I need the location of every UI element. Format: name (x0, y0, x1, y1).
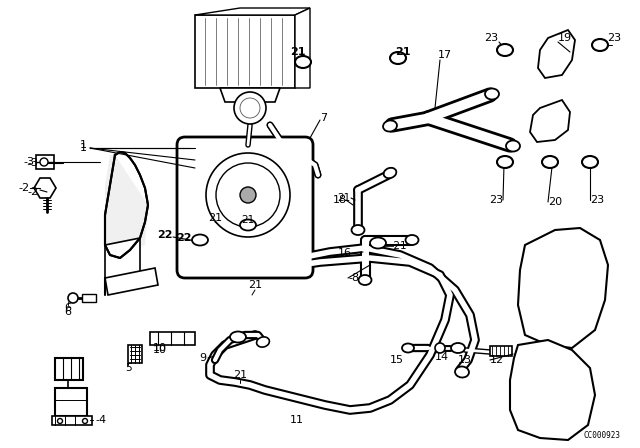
Ellipse shape (383, 168, 396, 178)
Text: 19: 19 (558, 33, 572, 43)
Text: -2: -2 (19, 183, 30, 193)
Ellipse shape (402, 344, 414, 353)
Text: 23: 23 (489, 195, 503, 205)
Bar (128, 345, 142, 363)
Text: 18: 18 (333, 195, 347, 205)
Text: 1: 1 (80, 140, 87, 150)
Text: 20: 20 (548, 197, 562, 207)
Text: 15: 15 (390, 355, 404, 365)
Ellipse shape (257, 337, 269, 347)
Ellipse shape (192, 234, 208, 246)
Text: 11: 11 (290, 415, 304, 425)
Polygon shape (52, 416, 92, 425)
Text: 6: 6 (65, 303, 72, 313)
Text: 21: 21 (290, 47, 305, 57)
Circle shape (234, 92, 266, 124)
Polygon shape (518, 228, 608, 348)
Text: 22: 22 (177, 233, 192, 243)
Ellipse shape (351, 225, 365, 235)
Ellipse shape (592, 39, 608, 51)
Circle shape (68, 293, 78, 303)
Text: 21: 21 (233, 370, 247, 380)
Circle shape (435, 343, 445, 353)
Text: 7: 7 (320, 113, 327, 123)
Text: 13: 13 (458, 355, 472, 365)
Text: 12: 12 (490, 355, 504, 365)
Polygon shape (530, 100, 570, 142)
Text: 21: 21 (395, 47, 410, 57)
FancyBboxPatch shape (177, 137, 313, 278)
Text: 21: 21 (248, 280, 262, 290)
Text: 10: 10 (153, 343, 167, 353)
Text: -8: -8 (348, 273, 359, 283)
Ellipse shape (506, 141, 520, 151)
Ellipse shape (383, 121, 397, 132)
Ellipse shape (485, 89, 499, 99)
Text: 21: 21 (241, 215, 255, 225)
Ellipse shape (497, 44, 513, 56)
Polygon shape (105, 155, 148, 255)
Bar (55, 388, 87, 416)
Polygon shape (538, 30, 575, 78)
Text: 23: 23 (607, 33, 621, 43)
Text: 16: 16 (338, 248, 352, 258)
Circle shape (58, 418, 63, 423)
Ellipse shape (406, 235, 419, 245)
Polygon shape (195, 15, 295, 88)
Text: -2: -2 (27, 187, 38, 197)
Text: 21: 21 (337, 193, 350, 203)
Text: 14: 14 (435, 352, 449, 362)
Text: 6: 6 (65, 307, 72, 317)
Polygon shape (220, 88, 280, 102)
Text: -3: -3 (27, 158, 38, 168)
Polygon shape (195, 8, 310, 15)
Ellipse shape (358, 275, 371, 285)
Bar (490, 346, 512, 356)
Circle shape (216, 163, 280, 227)
Text: -4: -4 (95, 415, 106, 425)
Ellipse shape (240, 220, 256, 231)
Bar (55, 358, 83, 380)
Ellipse shape (295, 56, 311, 68)
Bar (82, 294, 96, 302)
Polygon shape (150, 332, 195, 345)
Text: -3: -3 (23, 157, 34, 167)
Ellipse shape (582, 156, 598, 168)
Circle shape (206, 153, 290, 237)
Polygon shape (105, 268, 158, 295)
Text: 10: 10 (153, 345, 167, 355)
Text: 9: 9 (199, 353, 206, 363)
Text: —21: —21 (384, 241, 408, 251)
Text: 23: 23 (590, 195, 604, 205)
Circle shape (40, 158, 48, 166)
Text: 21: 21 (208, 213, 222, 223)
Text: 1: 1 (80, 143, 87, 153)
Text: 22: 22 (157, 230, 173, 240)
Circle shape (83, 418, 88, 423)
Ellipse shape (230, 332, 246, 343)
Polygon shape (105, 238, 140, 280)
Ellipse shape (370, 237, 386, 249)
Ellipse shape (390, 52, 406, 64)
Polygon shape (34, 178, 56, 198)
Text: 23: 23 (484, 33, 498, 43)
Ellipse shape (542, 156, 558, 168)
Text: CC000923: CC000923 (583, 431, 620, 440)
Text: 5: 5 (125, 363, 131, 373)
Ellipse shape (497, 156, 513, 168)
Ellipse shape (455, 366, 469, 378)
Bar (36, 155, 54, 169)
Text: 17: 17 (438, 50, 452, 60)
Circle shape (240, 187, 256, 203)
Ellipse shape (451, 343, 465, 353)
Polygon shape (295, 8, 310, 88)
Polygon shape (510, 340, 595, 440)
